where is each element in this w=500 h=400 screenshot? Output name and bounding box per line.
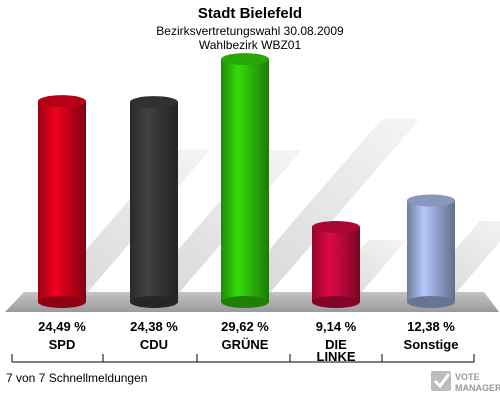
bar-spd	[38, 95, 86, 308]
category-label: SPD	[49, 337, 76, 352]
footer-note: 7 von 7 Schnellmeldungen	[6, 371, 147, 385]
bars-group	[38, 53, 455, 308]
ballot-check-icon	[431, 371, 451, 391]
bar-cdu	[130, 96, 178, 308]
value-label: 9,14 %	[316, 319, 357, 334]
category-label: GRÜNE	[222, 337, 269, 352]
bar-grüne	[221, 53, 269, 308]
value-labels-group: 24,49 % 24,38 % 29,62 % 9,14 % 12,38 %	[38, 319, 455, 334]
value-label: 12,38 %	[407, 319, 455, 334]
category-label: Sonstige	[404, 337, 459, 352]
category-axis	[11, 354, 475, 363]
logo-manager: MANAGER	[455, 383, 500, 393]
value-label: 24,38 %	[130, 319, 178, 334]
chart-title: Stadt Bielefeld	[198, 5, 302, 22]
category-label: CDU	[140, 337, 168, 352]
logo-vote: VOTE	[455, 372, 480, 382]
category-label: LINKE	[317, 349, 356, 364]
vote-manager-logo: VOTE MANAGER	[431, 371, 500, 393]
bar-die-linke	[312, 221, 360, 308]
chart-subtitle-line-1: Bezirksvertretungswahl 30.08.2009	[156, 24, 344, 38]
category-label: DIE	[325, 337, 347, 352]
value-label: 29,62 %	[221, 319, 269, 334]
value-label: 24,49 %	[38, 319, 86, 334]
chart-subtitle-line-2: Wahlbezirk WBZ01	[199, 38, 302, 52]
bar-sonstige	[407, 194, 455, 308]
axis-bracket-lines	[11, 354, 475, 363]
bar-shadow	[231, 119, 420, 294]
